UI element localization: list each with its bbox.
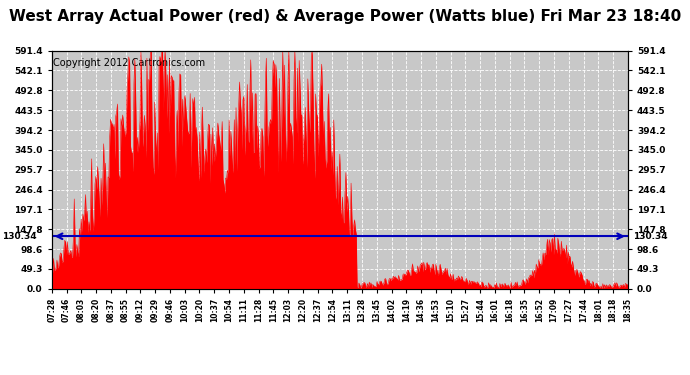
Text: 130.34: 130.34 — [633, 232, 668, 241]
Text: 130.34: 130.34 — [2, 232, 37, 241]
Text: West Array Actual Power (red) & Average Power (Watts blue) Fri Mar 23 18:40: West Array Actual Power (red) & Average … — [9, 9, 681, 24]
Text: Copyright 2012 Cartronics.com: Copyright 2012 Cartronics.com — [53, 58, 205, 68]
